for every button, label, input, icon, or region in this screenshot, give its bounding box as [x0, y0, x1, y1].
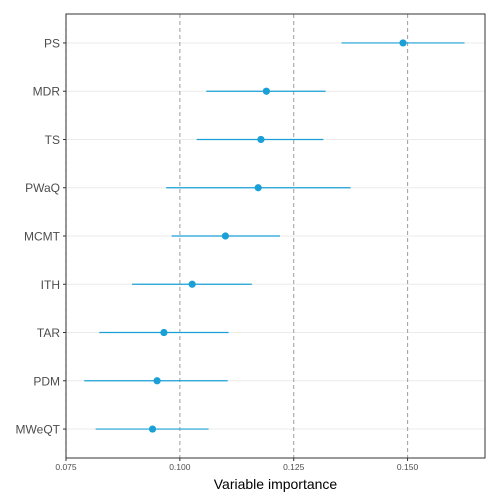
point-ps	[399, 39, 407, 47]
data-marks	[84, 39, 465, 433]
point-mweqt	[148, 425, 157, 433]
y-tick-label-mcmt: MCMT	[24, 230, 61, 244]
point-ts	[257, 135, 265, 144]
y-tick-label-ts: TS	[45, 133, 60, 147]
x-tick-label-3: 0.150	[397, 462, 419, 472]
x-axis-title: Variable importance	[214, 476, 338, 492]
y-tick-label-mdr: MDR	[33, 85, 61, 99]
x-tick-label-0: 0.075	[55, 462, 77, 472]
y-axis: PS MDR TS PWaQ MCMT ITH TAR PDM MWeQT	[16, 36, 66, 437]
x-tick-label-2: 0.125	[283, 462, 305, 472]
point-ith	[188, 280, 196, 288]
point-mcmt	[221, 232, 230, 240]
point-pwaq	[254, 184, 262, 192]
y-tick-label-pwaq: PWaQ	[25, 181, 60, 195]
y-tick-label-tar: TAR	[37, 326, 60, 340]
point-tar	[160, 328, 168, 337]
y-tick-label-mweqt: MWeQT	[16, 423, 61, 437]
x-tick-label-1: 0.100	[169, 462, 191, 472]
point-mdr	[262, 87, 270, 95]
y-tick-label-ps: PS	[44, 36, 60, 50]
point-pdm	[153, 377, 161, 385]
x-axis: 0.075 0.100 0.125 0.150	[55, 458, 418, 472]
y-tick-label-ith: ITH	[41, 278, 60, 292]
y-tick-label-pdm: PDM	[33, 374, 60, 388]
